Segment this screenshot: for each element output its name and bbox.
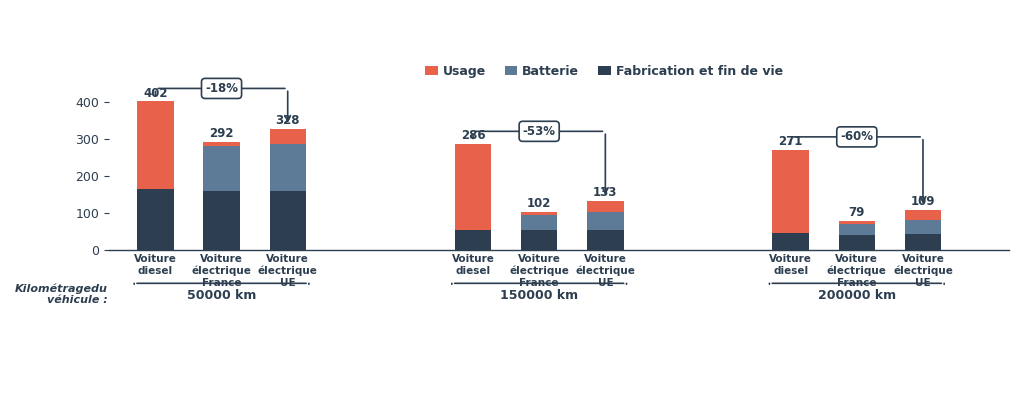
- Text: 102: 102: [527, 197, 551, 210]
- Bar: [521, 215, 557, 230]
- Text: 50000 km: 50000 km: [186, 289, 256, 302]
- Bar: [269, 191, 306, 250]
- Bar: [772, 150, 809, 233]
- Text: 150000 km: 150000 km: [500, 289, 579, 302]
- Text: 328: 328: [275, 114, 300, 127]
- Bar: [269, 144, 306, 191]
- Bar: [905, 220, 941, 234]
- Bar: [587, 230, 624, 250]
- Bar: [455, 230, 492, 250]
- Bar: [905, 234, 941, 250]
- Text: -18%: -18%: [205, 82, 238, 95]
- Bar: [137, 189, 173, 250]
- Text: 271: 271: [778, 135, 803, 148]
- Bar: [587, 212, 624, 230]
- Bar: [204, 146, 240, 191]
- Bar: [521, 212, 557, 215]
- Bar: [839, 221, 874, 224]
- Bar: [839, 224, 874, 235]
- Bar: [905, 210, 941, 220]
- Bar: [204, 142, 240, 146]
- Text: 200000 km: 200000 km: [818, 289, 896, 302]
- Legend: Usage, Batterie, Fabrication et fin de vie: Usage, Batterie, Fabrication et fin de v…: [420, 60, 787, 83]
- Text: 79: 79: [849, 206, 865, 219]
- Text: 109: 109: [910, 195, 935, 208]
- Text: 286: 286: [461, 129, 485, 143]
- Bar: [839, 235, 874, 250]
- Text: Kilométragedu
véhicule :: Kilométragedu véhicule :: [14, 283, 108, 305]
- Text: 292: 292: [209, 127, 233, 140]
- Text: -53%: -53%: [522, 125, 556, 138]
- Bar: [521, 230, 557, 250]
- Bar: [269, 129, 306, 144]
- Text: 402: 402: [143, 87, 168, 100]
- Text: 133: 133: [593, 186, 617, 199]
- Bar: [455, 144, 492, 230]
- Bar: [587, 201, 624, 212]
- Bar: [137, 101, 173, 189]
- Text: -60%: -60%: [841, 130, 873, 143]
- Bar: [772, 233, 809, 250]
- Bar: [204, 191, 240, 250]
